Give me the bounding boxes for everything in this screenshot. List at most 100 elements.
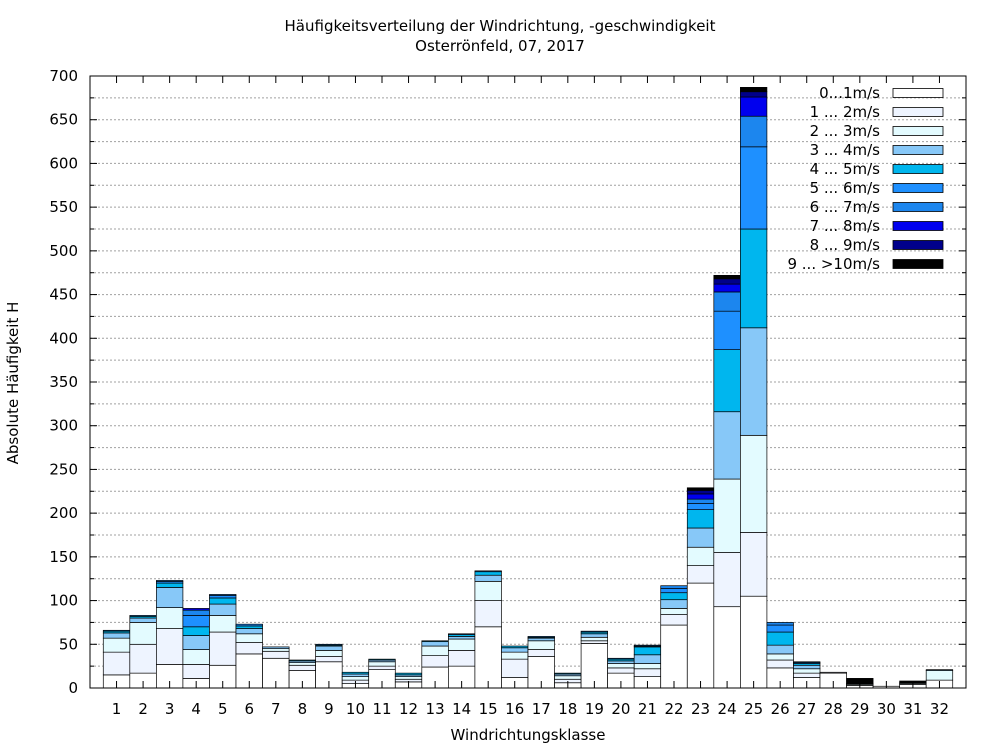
bar-segment bbox=[740, 327, 768, 436]
bar-segment bbox=[740, 532, 768, 597]
x-tick-label: 2 bbox=[138, 700, 148, 718]
legend-label: 4 ... 5m/s bbox=[810, 160, 881, 178]
bar-segment bbox=[102, 651, 131, 676]
legend-swatch bbox=[892, 145, 944, 155]
bar-segment bbox=[580, 636, 608, 642]
chart-title: Häufigkeitsverteilung der Windrichtung, … bbox=[284, 17, 716, 35]
bar-segment bbox=[713, 478, 741, 553]
bar-segment bbox=[740, 115, 768, 148]
bar-segment bbox=[129, 615, 157, 617]
legend-swatch bbox=[892, 202, 944, 212]
x-tick-label: 19 bbox=[585, 700, 604, 718]
y-axis-label: Absolute Häufigkeit H bbox=[4, 302, 22, 465]
y-tick-label: 450 bbox=[49, 286, 78, 304]
bar-segment bbox=[129, 617, 157, 623]
x-tick-label: 32 bbox=[930, 700, 949, 718]
legend-label: 5 ... 6m/s bbox=[810, 179, 881, 197]
legend-swatch bbox=[892, 183, 944, 193]
bar-segment bbox=[580, 643, 608, 689]
bar-segment bbox=[766, 631, 794, 646]
bar-segment bbox=[713, 606, 741, 689]
bar-segment bbox=[421, 655, 449, 668]
bar-segment bbox=[740, 87, 768, 93]
bar-segment bbox=[740, 595, 768, 689]
bar-segment bbox=[713, 291, 741, 312]
bar-segment bbox=[182, 615, 210, 628]
bar-segment bbox=[315, 645, 343, 651]
bar-segment bbox=[262, 648, 290, 652]
x-tick-label: 17 bbox=[532, 700, 551, 718]
x-tick-label: 20 bbox=[611, 700, 630, 718]
bar-segment bbox=[315, 643, 343, 646]
legend-swatch bbox=[892, 259, 944, 269]
y-tick-label: 100 bbox=[49, 592, 78, 610]
x-tick-label: 21 bbox=[638, 700, 657, 718]
bar-segment bbox=[819, 671, 847, 674]
x-tick-label: 14 bbox=[452, 700, 471, 718]
bar-segment bbox=[474, 580, 502, 601]
legend-label: 6 ... 7m/s bbox=[810, 198, 881, 216]
y-tick-label: 50 bbox=[59, 635, 78, 653]
x-tick-label: 12 bbox=[399, 700, 418, 718]
x-tick-label: 30 bbox=[877, 700, 896, 718]
bar-segment bbox=[660, 599, 688, 609]
legend-swatch bbox=[892, 107, 944, 117]
y-tick-label: 250 bbox=[49, 460, 78, 478]
y-tick-label: 300 bbox=[49, 417, 78, 435]
bar-segment bbox=[686, 498, 715, 504]
bar-segment bbox=[660, 614, 688, 626]
bar-segment bbox=[448, 633, 476, 636]
bar-segment bbox=[421, 640, 449, 643]
bar-segment bbox=[182, 664, 210, 679]
grid-lines bbox=[90, 97, 966, 667]
bar-segment bbox=[341, 673, 370, 677]
x-tick-label: 24 bbox=[718, 700, 737, 718]
legend-swatch bbox=[892, 221, 944, 231]
bar-segment bbox=[580, 640, 608, 644]
bar-segment bbox=[315, 650, 343, 657]
bar-segment bbox=[156, 628, 184, 665]
bar-segment bbox=[633, 646, 662, 656]
bar-segment bbox=[713, 411, 741, 480]
bar-segment bbox=[209, 603, 237, 616]
x-tick-label: 11 bbox=[372, 700, 391, 718]
bar-segment bbox=[156, 580, 184, 582]
x-tick-label: 25 bbox=[744, 700, 763, 718]
bar-segment bbox=[686, 527, 715, 548]
bar-segment bbox=[368, 665, 396, 670]
x-tick-label: 18 bbox=[558, 700, 577, 718]
bar-segment bbox=[209, 594, 237, 596]
bar-segment bbox=[156, 607, 184, 629]
bar-segment bbox=[129, 643, 157, 674]
bar-segment bbox=[793, 664, 821, 670]
bar-segment bbox=[766, 624, 794, 633]
bar-segment bbox=[740, 434, 768, 533]
legend-swatch bbox=[892, 88, 944, 98]
axes: 0 50 100 150 200 250 300 350 400 450 500 550 600 650 7… bbox=[49, 67, 967, 718]
x-tick-label: 22 bbox=[664, 700, 683, 718]
x-tick-label: 1 bbox=[112, 700, 122, 718]
x-tick-label: 4 bbox=[191, 700, 201, 718]
bar-segment bbox=[209, 597, 237, 605]
x-tick-label: 9 bbox=[324, 700, 334, 718]
x-tick-label: 7 bbox=[271, 700, 281, 718]
bar-segment bbox=[793, 672, 821, 678]
bar-segment bbox=[421, 645, 449, 657]
bar-segment bbox=[766, 622, 794, 626]
y-tick-label: 700 bbox=[49, 67, 78, 85]
bar-segment bbox=[102, 632, 131, 639]
bar-segment bbox=[448, 636, 476, 640]
bar-segment bbox=[315, 656, 343, 663]
bar-segment bbox=[235, 623, 263, 627]
bar-segment bbox=[633, 654, 662, 664]
x-tick-label: 27 bbox=[797, 700, 816, 718]
x-tick-label: 8 bbox=[298, 700, 308, 718]
bar-segment bbox=[235, 642, 263, 655]
bar-segment bbox=[766, 659, 794, 669]
x-tick-label: 16 bbox=[505, 700, 524, 718]
bar-segment bbox=[288, 659, 316, 662]
bar-segment bbox=[686, 565, 715, 584]
x-tick-label: 15 bbox=[479, 700, 498, 718]
x-tick-label: 6 bbox=[244, 700, 254, 718]
